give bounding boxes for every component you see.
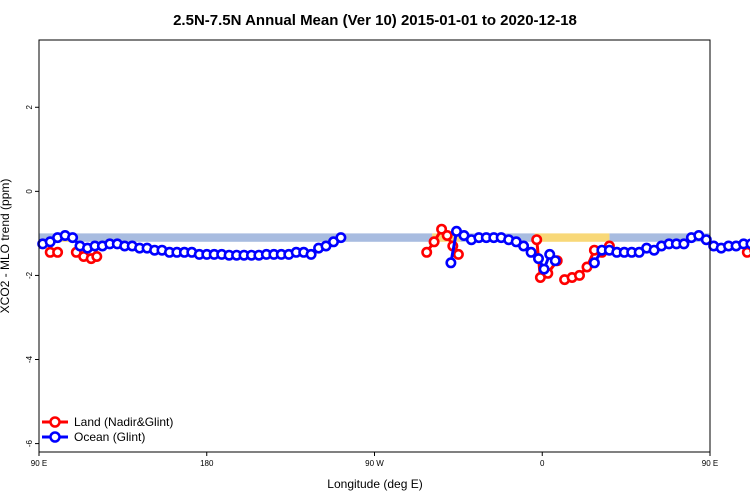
land-point-2-0 (421, 246, 433, 258)
x-axis-label: Longitude (deg E) (327, 477, 422, 491)
land-point-2-3 (441, 230, 453, 242)
x-tick-label-2: 90 W (365, 459, 384, 468)
x-tick-label-4: 90 E (702, 459, 718, 468)
land-point-1-3 (91, 251, 103, 263)
y-axis-label: XCO2 - MLO trend (ppm) (0, 179, 12, 314)
x-axis: 90 E 180 90 W 0 90 E (31, 452, 718, 468)
ocean-point-0-4 (67, 232, 79, 244)
land-point-0-1 (52, 246, 64, 258)
ocean-point-1-11 (525, 246, 537, 258)
y-tick-label-4: -6 (25, 439, 34, 447)
legend: Land (Nadir&Glint) Ocean (Glint) (42, 415, 173, 444)
ocean-point-1-12 (532, 253, 544, 265)
ocean-point-1-0 (445, 257, 457, 269)
x-tick-label-1: 180 (200, 459, 214, 468)
legend-land-label: Land (Nadir&Glint) (74, 415, 173, 429)
y-tick-label-2: -2 (25, 271, 34, 279)
chart-title: 2.5N-7.5N Annual Mean (Ver 10) 2015-01-0… (173, 12, 577, 29)
ocean-point-1-15 (549, 255, 561, 267)
ocean-point-2-12 (678, 238, 690, 250)
ocean-point-2-21 (745, 238, 750, 250)
series-layer (37, 223, 750, 286)
ocean-point-2-0 (588, 257, 600, 269)
ocean-point-0-40 (335, 232, 347, 244)
legend-land-marker (49, 416, 61, 428)
x-tick-label-3: 0 (540, 459, 545, 468)
band-ocean-1 (76, 233, 433, 242)
y-tick-label-3: -4 (25, 355, 34, 363)
ocean-point-2-15 (700, 234, 712, 246)
legend-ocean-marker (49, 431, 61, 443)
ocean-point-1-10 (518, 240, 530, 252)
ocean-point-0-36 (305, 248, 317, 260)
y-axis: 2 0 -2 -4 -6 (25, 104, 39, 447)
legend-ocean-label: Ocean (Glint) (74, 430, 145, 444)
band-ocean-3 (609, 233, 710, 242)
land-point-2-1 (428, 236, 440, 248)
ocean-point-1-13 (538, 263, 550, 275)
y-tick-label-0: 2 (25, 104, 34, 109)
land-point-3-0 (531, 234, 543, 246)
x-tick-label-0: 90 E (31, 459, 47, 468)
land-point-4-2 (573, 269, 585, 281)
land-point-2-5 (452, 248, 464, 260)
land-point-5-0 (741, 246, 750, 258)
band-land-2 (534, 233, 610, 242)
y-tick-label-1: 0 (25, 189, 34, 194)
